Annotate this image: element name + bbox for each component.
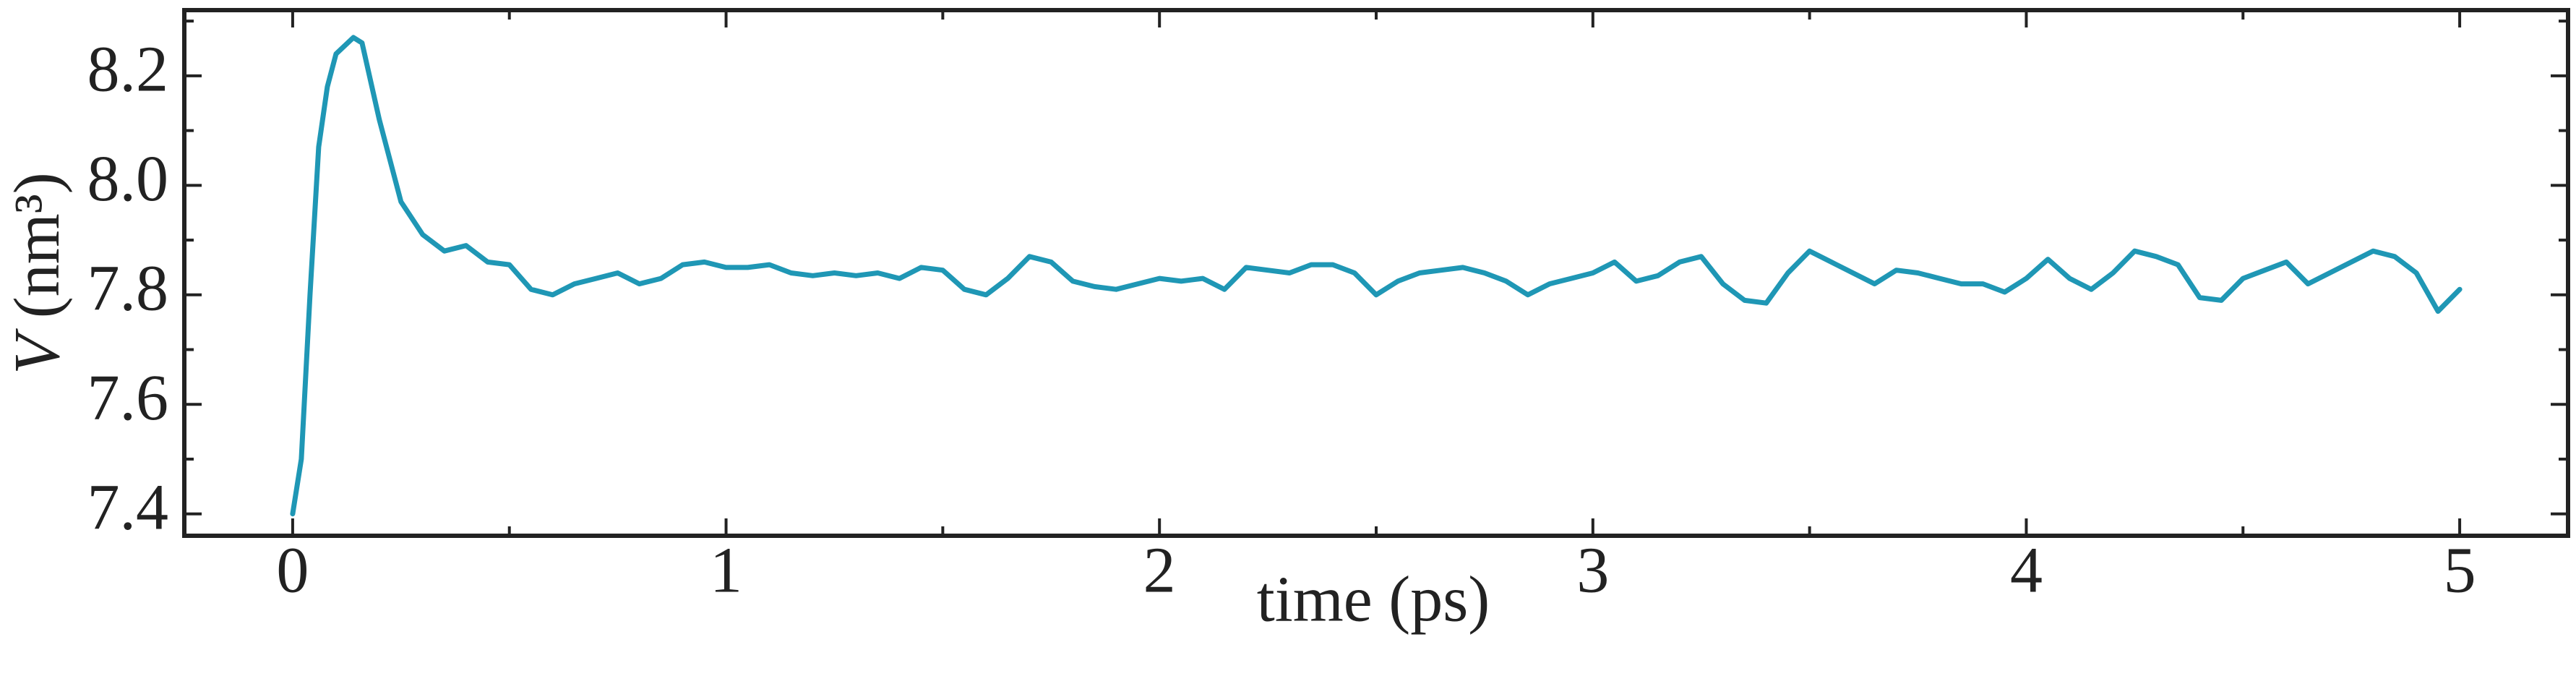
x-tick-label: 2 (1143, 535, 1176, 607)
y-tick-label: 7.8 (87, 252, 169, 324)
y-axis-label: V (nm³) (1, 172, 73, 374)
y-axis-unit: (nm³) (1, 172, 73, 318)
x-tick-label: 5 (2444, 535, 2476, 607)
data-line (290, 35, 2463, 517)
plot-frame (182, 8, 2570, 538)
x-tick-label: 0 (276, 535, 309, 607)
y-tick-label: 7.6 (87, 362, 169, 434)
x-axis-label: time (ps) (1257, 564, 1490, 636)
y-tick-label: 8.2 (87, 34, 169, 106)
y-tick-label: 7.4 (87, 471, 169, 543)
x-tick-label: 4 (2010, 535, 2043, 607)
x-tick-label: 3 (1576, 535, 1609, 607)
y-tick-label: 8.0 (87, 143, 169, 215)
x-tick-label: 1 (710, 535, 742, 607)
y-axis-symbol: V (1, 328, 73, 375)
